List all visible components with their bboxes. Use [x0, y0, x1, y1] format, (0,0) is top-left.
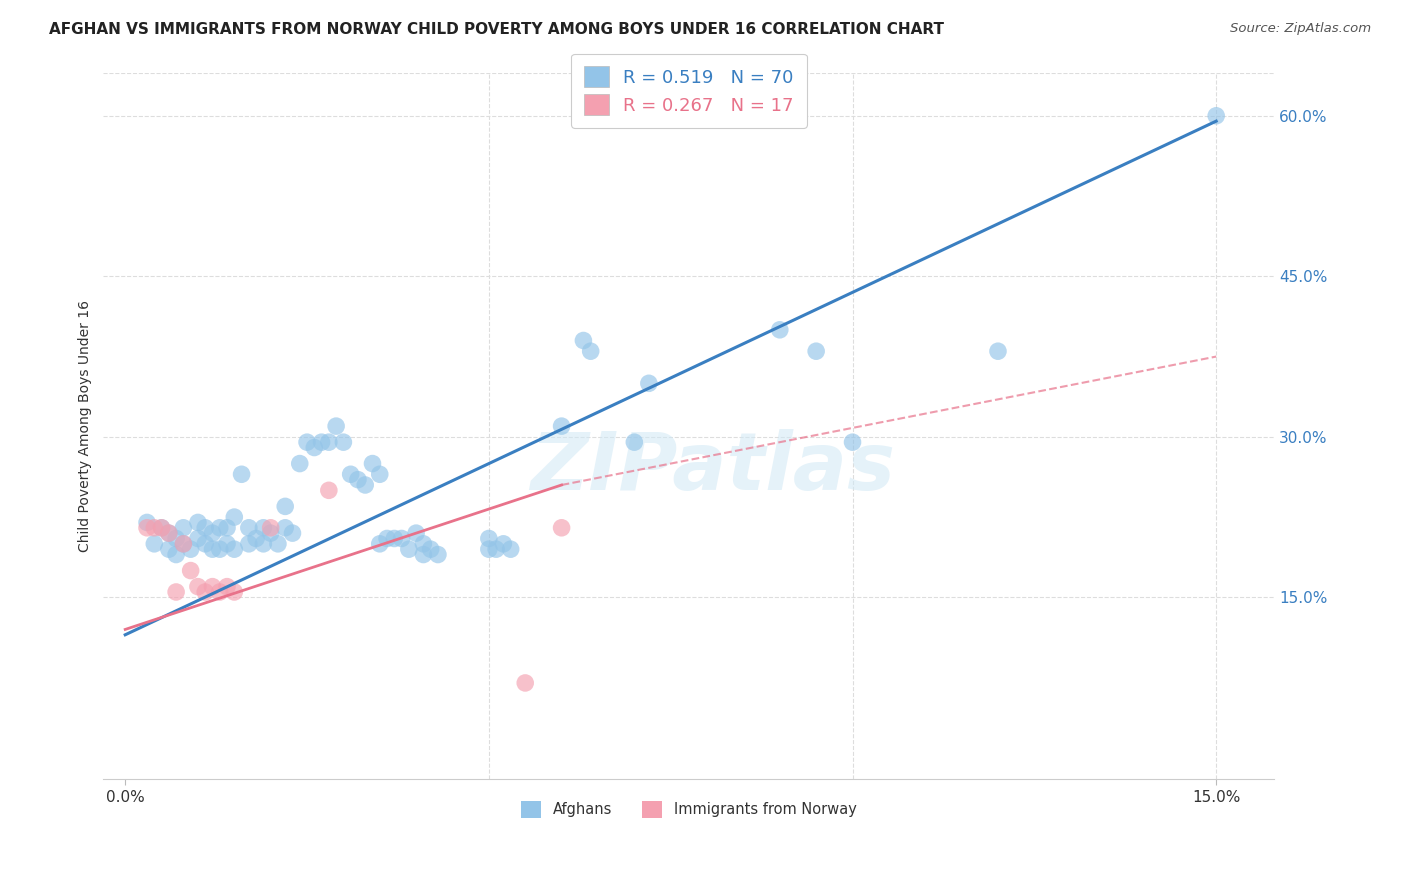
Point: [332, 435, 354, 450]
Point: [165, 532, 187, 546]
Point: [224, 542, 246, 557]
Point: [550, 521, 572, 535]
Point: [150, 521, 173, 535]
Point: [318, 435, 340, 450]
Point: [136, 516, 159, 530]
Point: [499, 542, 522, 557]
Point: [478, 542, 501, 557]
Point: [492, 537, 515, 551]
Point: [157, 542, 180, 557]
Point: [354, 478, 377, 492]
Point: [368, 467, 391, 482]
Point: [274, 521, 297, 535]
Text: ZIPatlas: ZIPatlas: [530, 429, 894, 508]
Text: Source: ZipAtlas.com: Source: ZipAtlas.com: [1230, 22, 1371, 36]
Point: [769, 323, 792, 337]
Point: [165, 585, 187, 599]
Point: [252, 521, 274, 535]
Point: [187, 516, 209, 530]
Point: [267, 537, 290, 551]
Point: [391, 532, 413, 546]
Point: [1205, 109, 1227, 123]
Point: [412, 537, 434, 551]
Point: [215, 580, 238, 594]
Point: [208, 585, 231, 599]
Point: [638, 376, 661, 391]
Point: [187, 580, 209, 594]
Point: [208, 521, 231, 535]
Point: [172, 537, 194, 551]
Point: [304, 441, 326, 455]
Point: [281, 526, 304, 541]
Point: [375, 532, 398, 546]
Point: [361, 457, 384, 471]
Point: [201, 542, 224, 557]
Y-axis label: Child Poverty Among Boys Under 16: Child Poverty Among Boys Under 16: [79, 300, 93, 552]
Point: [347, 473, 370, 487]
Point: [318, 483, 340, 498]
Point: [165, 548, 187, 562]
Point: [325, 419, 347, 434]
Point: [215, 537, 238, 551]
Point: [215, 521, 238, 535]
Point: [224, 510, 246, 524]
Point: [841, 435, 863, 450]
Point: [288, 457, 311, 471]
Point: [201, 580, 224, 594]
Point: [623, 435, 645, 450]
Point: [419, 542, 441, 557]
Point: [426, 548, 449, 562]
Point: [172, 521, 194, 535]
Point: [295, 435, 318, 450]
Point: [143, 521, 166, 535]
Point: [157, 526, 180, 541]
Point: [201, 526, 224, 541]
Point: [311, 435, 333, 450]
Point: [150, 521, 173, 535]
Point: [804, 344, 827, 359]
Point: [231, 467, 253, 482]
Point: [180, 542, 202, 557]
Point: [136, 521, 159, 535]
Point: [382, 532, 405, 546]
Point: [208, 542, 231, 557]
Point: [274, 500, 297, 514]
Point: [368, 537, 391, 551]
Point: [172, 537, 194, 551]
Point: [412, 548, 434, 562]
Point: [252, 537, 274, 551]
Point: [405, 526, 427, 541]
Point: [260, 526, 283, 541]
Point: [187, 532, 209, 546]
Point: [194, 537, 217, 551]
Point: [245, 532, 267, 546]
Point: [260, 521, 283, 535]
Point: [572, 334, 595, 348]
Point: [157, 526, 180, 541]
Point: [987, 344, 1010, 359]
Point: [238, 521, 260, 535]
Point: [224, 585, 246, 599]
Point: [194, 521, 217, 535]
Point: [194, 585, 217, 599]
Point: [485, 542, 508, 557]
Point: [550, 419, 572, 434]
Point: [398, 542, 420, 557]
Text: AFGHAN VS IMMIGRANTS FROM NORWAY CHILD POVERTY AMONG BOYS UNDER 16 CORRELATION C: AFGHAN VS IMMIGRANTS FROM NORWAY CHILD P…: [49, 22, 945, 37]
Point: [579, 344, 602, 359]
Point: [180, 564, 202, 578]
Point: [238, 537, 260, 551]
Point: [339, 467, 361, 482]
Point: [478, 532, 501, 546]
Point: [515, 676, 537, 690]
Point: [143, 537, 166, 551]
Legend: Afghans, Immigrants from Norway: Afghans, Immigrants from Norway: [513, 794, 863, 825]
